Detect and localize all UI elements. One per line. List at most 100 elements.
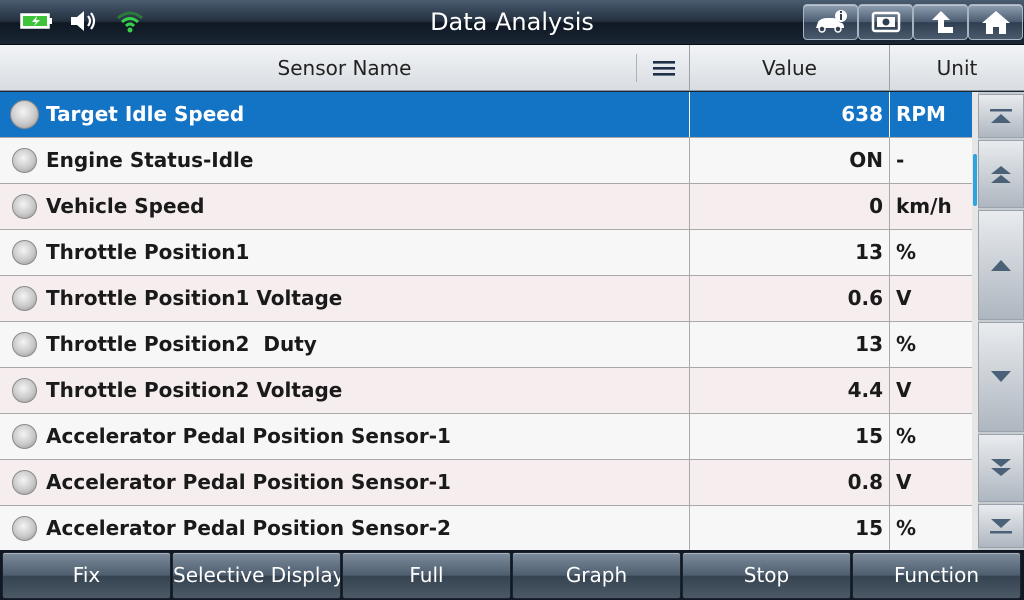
home-button[interactable]	[968, 4, 1023, 40]
speaker-icon[interactable]	[68, 8, 100, 34]
sensor-value: 13	[690, 322, 890, 367]
vehicle-info-button[interactable]	[803, 4, 858, 40]
sensor-name-cell: Vehicle Speed	[0, 184, 690, 229]
sensor-name-cell: Throttle Position1	[0, 230, 690, 275]
page-up-icon	[991, 166, 1011, 183]
scroll-bottom-icon	[990, 519, 1012, 534]
table-row[interactable]: Accelerator Pedal Position Sensor-2 15 %	[0, 506, 972, 550]
column-header-value: Value	[690, 45, 890, 91]
menu-icon	[652, 61, 675, 76]
sensor-value: 13	[690, 230, 890, 275]
radio-button-icon[interactable]	[12, 148, 37, 173]
home-icon	[981, 11, 1010, 34]
radio-button-icon[interactable]	[12, 470, 37, 495]
scrollbar-track[interactable]	[972, 92, 978, 550]
column-menu-button[interactable]	[636, 54, 690, 82]
back-icon	[931, 11, 953, 33]
table-row[interactable]: Engine Status-Idle ON -	[0, 138, 972, 184]
radio-button-icon[interactable]	[12, 240, 37, 265]
sensor-unit: km/h	[896, 194, 952, 218]
column-header-sensor-name[interactable]: Sensor Name	[0, 45, 690, 91]
sensor-unit: RPM	[896, 102, 946, 126]
selective-display-button[interactable]: Selective Display	[172, 552, 341, 599]
full-button[interactable]: Full	[342, 552, 511, 599]
sensor-name: Throttle Position2 Duty	[46, 332, 317, 356]
scroll-panel	[972, 92, 1024, 550]
sensor-value: 15	[690, 414, 890, 459]
wifi-icon	[114, 8, 146, 34]
sensor-name-cell: Throttle Position2 Voltage	[0, 368, 690, 413]
radio-button-icon[interactable]	[12, 332, 37, 357]
sensor-name-cell: Accelerator Pedal Position Sensor-2	[0, 506, 690, 550]
page-up-button[interactable]	[978, 140, 1024, 208]
sensor-unit: -	[896, 148, 905, 172]
sensor-value: 4.4	[690, 368, 890, 413]
table-row[interactable]: Accelerator Pedal Position Sensor-1 15 %	[0, 414, 972, 460]
table-row[interactable]: Accelerator Pedal Position Sensor-1 0.8 …	[0, 460, 972, 506]
table-row[interactable]: Throttle Position2 Voltage 4.4 V	[0, 368, 972, 414]
sensor-name: Target Idle Speed	[46, 102, 245, 126]
back-button[interactable]	[913, 4, 968, 40]
sensor-name: Accelerator Pedal Position Sensor-1	[46, 470, 451, 494]
radio-button-icon[interactable]	[10, 100, 39, 129]
table-row[interactable]: Target Idle Speed 638 RPM	[0, 92, 972, 138]
sensor-name-cell: Target Idle Speed	[0, 92, 690, 137]
bottom-toolbar: Fix Selective Display Full Graph Stop Fu…	[0, 550, 1024, 600]
sensor-unit: V	[896, 470, 912, 494]
screenshot-button[interactable]	[858, 4, 913, 40]
screenshot-icon	[871, 11, 900, 33]
fix-button[interactable]: Fix	[2, 552, 171, 599]
sensor-name-cell: Throttle Position2 Duty	[0, 322, 690, 367]
sensor-name: Engine Status-Idle	[46, 148, 254, 172]
vehicle-info-icon	[815, 10, 847, 33]
page-title: Data Analysis	[430, 8, 594, 36]
sensor-name: Accelerator Pedal Position Sensor-1	[46, 424, 451, 448]
sensor-name: Accelerator Pedal Position Sensor-2	[46, 516, 451, 540]
sensor-name: Throttle Position1	[46, 240, 250, 264]
sensor-name-cell: Accelerator Pedal Position Sensor-1	[0, 460, 690, 505]
sensor-name: Throttle Position1 Voltage	[46, 286, 343, 310]
sensor-unit: %	[896, 332, 917, 356]
line-down-icon	[991, 371, 1011, 382]
function-button[interactable]: Function	[852, 552, 1021, 599]
line-down-button[interactable]	[978, 322, 1024, 432]
sensor-value: 0.8	[690, 460, 890, 505]
stop-button[interactable]: Stop	[682, 552, 851, 599]
radio-button-icon[interactable]	[12, 378, 37, 403]
column-header-unit: Unit	[936, 56, 978, 80]
sensor-value: 0.6	[690, 276, 890, 321]
sensor-value: 638	[690, 92, 890, 137]
sensor-name: Vehicle Speed	[46, 194, 205, 218]
sensor-name: Throttle Position2 Voltage	[46, 378, 343, 402]
scrollbar-thumb[interactable]	[973, 154, 977, 206]
battery-charging-icon	[20, 12, 54, 30]
sensor-value: 0	[690, 184, 890, 229]
radio-button-icon[interactable]	[12, 194, 37, 219]
top-bar: Data Analysis	[0, 0, 1024, 45]
sensor-unit: V	[896, 378, 912, 402]
table-row[interactable]: Vehicle Speed 0 km/h	[0, 184, 972, 230]
sensor-unit: %	[896, 424, 917, 448]
sensor-name-cell: Throttle Position1 Voltage	[0, 276, 690, 321]
table-row[interactable]: Throttle Position1 13 %	[0, 230, 972, 276]
sensor-table: Target Idle Speed 638 RPM Engine Status-…	[0, 92, 972, 550]
sensor-value: ON	[690, 138, 890, 183]
sensor-name-cell: Accelerator Pedal Position Sensor-1	[0, 414, 690, 459]
radio-button-icon[interactable]	[12, 286, 37, 311]
sensor-unit: V	[896, 286, 912, 310]
page-down-button[interactable]	[978, 434, 1024, 502]
radio-button-icon[interactable]	[12, 516, 37, 541]
graph-button[interactable]: Graph	[512, 552, 681, 599]
table-row[interactable]: Throttle Position2 Duty 13 %	[0, 322, 972, 368]
sensor-value: 15	[690, 506, 890, 550]
sensor-unit: %	[896, 516, 917, 540]
page-down-icon	[991, 459, 1011, 476]
sensor-unit: %	[896, 240, 917, 264]
radio-button-icon[interactable]	[12, 424, 37, 449]
table-row[interactable]: Throttle Position1 Voltage 0.6 V	[0, 276, 972, 322]
line-up-button[interactable]	[978, 210, 1024, 320]
scroll-top-button[interactable]	[978, 94, 1024, 138]
scroll-top-icon	[990, 109, 1012, 123]
scroll-bottom-button[interactable]	[978, 504, 1024, 548]
line-up-icon	[991, 260, 1011, 271]
